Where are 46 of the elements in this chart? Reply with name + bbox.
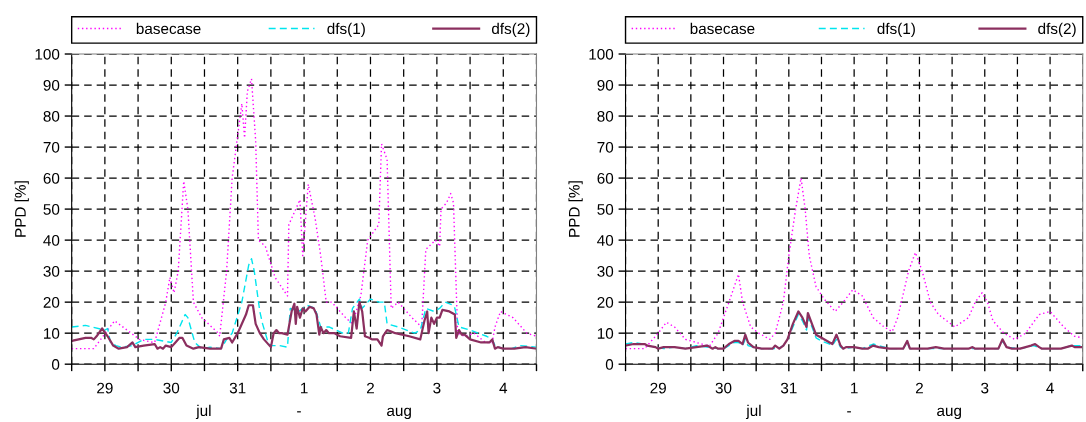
legend-label: basecase xyxy=(136,22,201,35)
y-tick-label: 60 xyxy=(43,172,60,184)
x-tick-label: 30 xyxy=(163,382,180,394)
y-tick-label: 70 xyxy=(597,141,614,153)
x-tick-label: 29 xyxy=(97,382,113,394)
x-tick-label: 30 xyxy=(715,382,732,394)
x-tick-label: 2 xyxy=(915,382,923,394)
x-tick-label: 1 xyxy=(851,382,858,394)
y-tick-label: 20 xyxy=(43,297,60,308)
x-tick-label: 29 xyxy=(650,382,666,394)
y-tick-label: 50 xyxy=(597,203,614,215)
y-tick-label: 20 xyxy=(597,297,614,308)
x-tick-label: 31 xyxy=(780,382,797,394)
y-tick-label: 90 xyxy=(43,79,60,91)
x-axis-title: jul - aug xyxy=(745,404,961,420)
x-tick-label: 4 xyxy=(1046,382,1054,394)
y-tick-label: 10 xyxy=(44,328,60,339)
x-tick-label: 3 xyxy=(981,382,989,394)
y-tick-label: 0 xyxy=(51,359,60,370)
y-tick-label: 10 xyxy=(597,328,614,339)
x-tick-label: 1 xyxy=(301,382,308,394)
x-tick-label: 3 xyxy=(433,382,441,394)
y-tick-label: 30 xyxy=(43,266,60,277)
x-axis-title: jul - aug xyxy=(195,404,411,420)
y-tick-label: 90 xyxy=(597,79,614,91)
legend-label: dfs(1) xyxy=(877,22,915,38)
y-tick-label: 30 xyxy=(597,266,614,277)
legend-label: dfs(2) xyxy=(1038,22,1076,38)
y-tick-label: 100 xyxy=(35,48,60,60)
y-tick-label: 40 xyxy=(43,234,60,246)
y-axis-title: PPD [%] xyxy=(14,181,29,237)
y-tick-label: 80 xyxy=(597,110,614,122)
y-tick-label: 0 xyxy=(605,359,614,370)
y-tick-label: 40 xyxy=(597,234,614,246)
y-tick-label: 50 xyxy=(43,203,60,215)
y-tick-label: 60 xyxy=(597,172,614,184)
x-tick-label: 2 xyxy=(367,382,374,394)
y-tick-label: 100 xyxy=(589,48,614,60)
y-axis-title: PPD [%] xyxy=(568,181,583,237)
y-tick-label: 70 xyxy=(43,141,60,153)
x-tick-label: 4 xyxy=(499,382,508,394)
y-tick-label: 80 xyxy=(43,110,60,122)
x-tick-label: 31 xyxy=(229,382,246,394)
legend-label: dfs(2) xyxy=(491,22,530,38)
legend-label: dfs(1) xyxy=(327,22,365,38)
legend-label: basecase xyxy=(690,22,755,35)
